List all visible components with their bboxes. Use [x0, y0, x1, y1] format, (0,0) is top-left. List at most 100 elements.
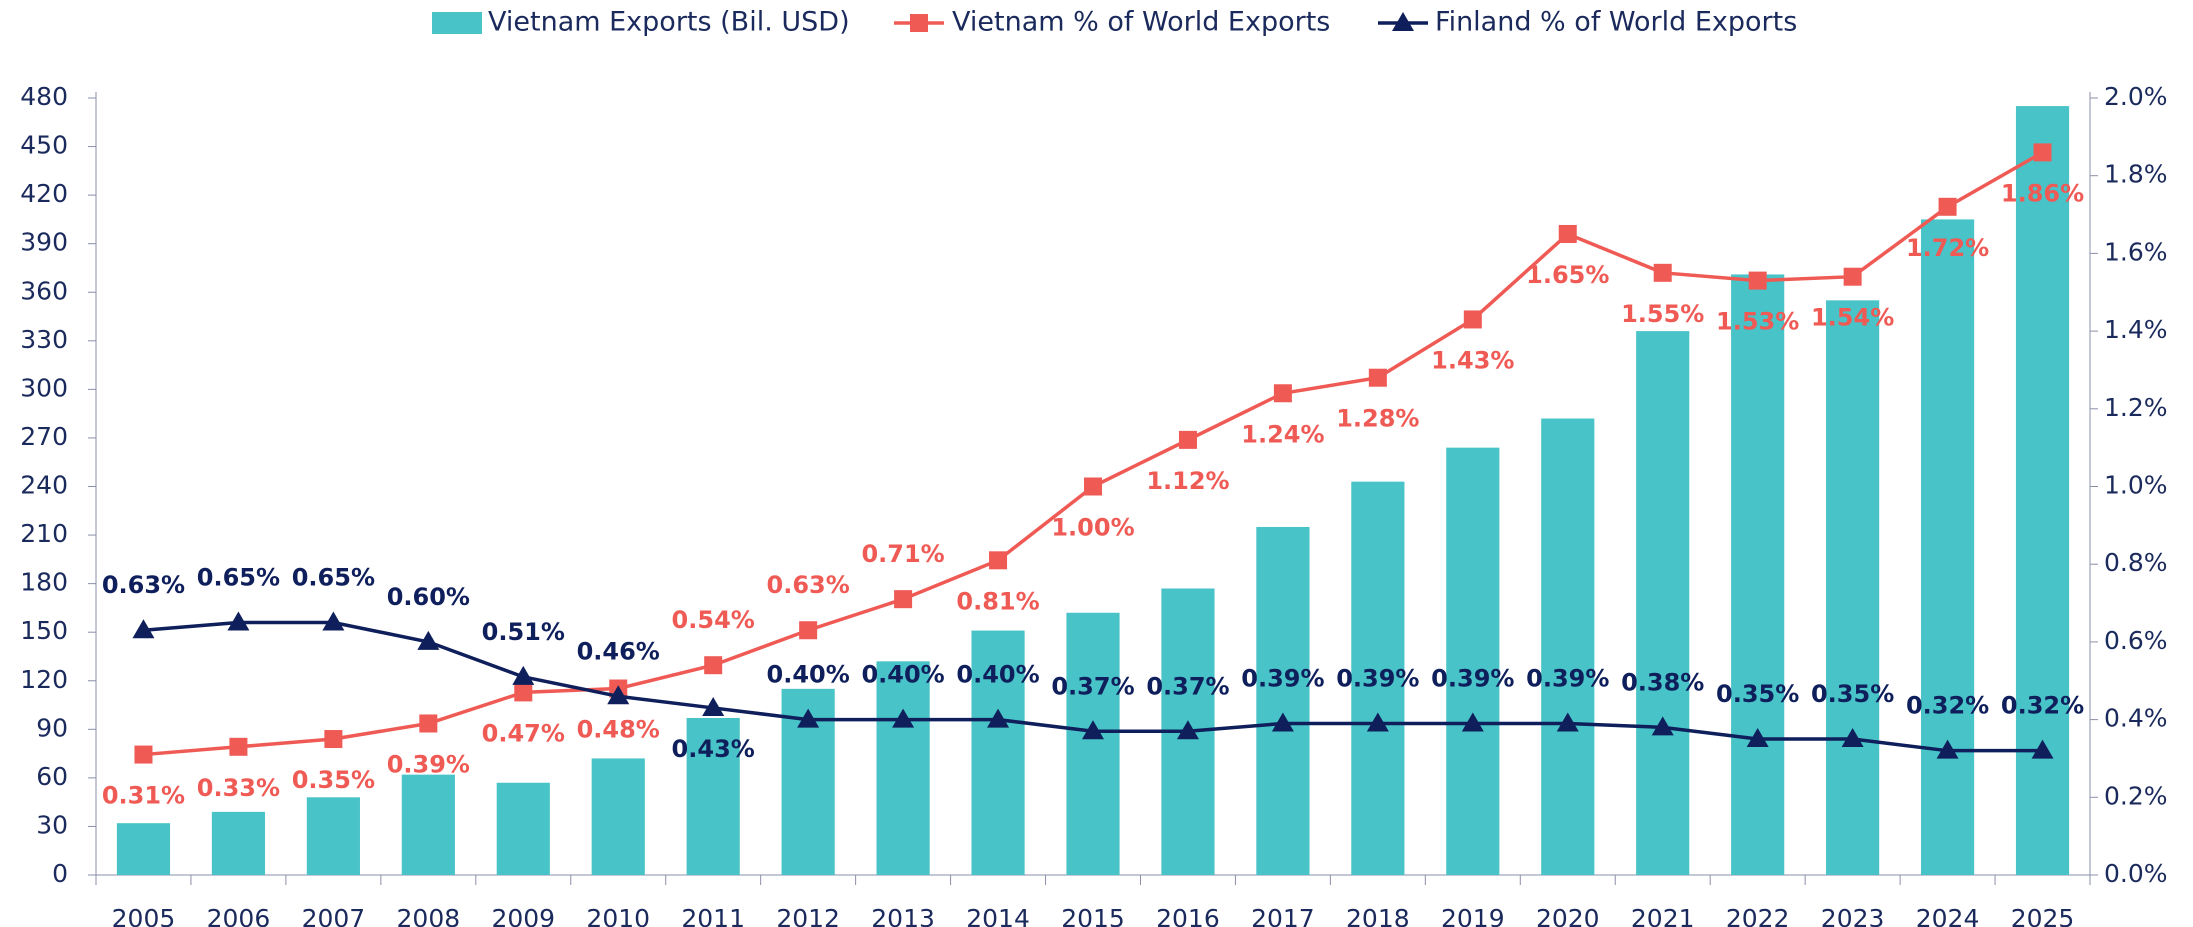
marker	[1176, 720, 1199, 740]
legend-label: Vietnam Exports (Bil. USD)	[488, 7, 850, 38]
y-tick-label: 120	[20, 665, 68, 694]
data-label: 0.32%	[1906, 692, 1989, 720]
marker	[1651, 716, 1674, 736]
x-tick-label: 2007	[302, 904, 366, 927]
data-label: 1.65%	[1526, 261, 1609, 289]
data-label: 0.63%	[767, 571, 850, 599]
bar	[1351, 481, 1405, 875]
data-label: 0.81%	[956, 587, 1039, 615]
marker	[132, 619, 155, 639]
data-label: 1.53%	[1716, 308, 1799, 336]
marker	[702, 696, 725, 716]
data-label: 0.65%	[197, 563, 280, 591]
x-tick-label: 2017	[1251, 904, 1315, 927]
x-tick-label: 2010	[586, 904, 650, 927]
marker	[1936, 739, 1959, 759]
marker	[987, 708, 1010, 728]
marker	[1558, 224, 1577, 243]
y-tick-label: 60	[36, 762, 68, 791]
data-label: 0.31%	[102, 782, 185, 810]
x-tick-label: 2012	[776, 904, 840, 927]
data-label: 0.54%	[672, 606, 755, 634]
legend-marker	[910, 14, 928, 32]
bar	[1920, 219, 1975, 875]
y2-tick-label: 1.2%	[2104, 393, 2168, 422]
marker	[514, 683, 533, 702]
y-tick-label: 90	[36, 713, 68, 742]
data-label: 1.00%	[1051, 514, 1134, 542]
data-label: 0.37%	[1051, 672, 1134, 700]
marker	[1461, 712, 1484, 732]
bar	[1826, 300, 1880, 875]
marker	[607, 685, 630, 705]
data-label: 0.38%	[1621, 668, 1704, 696]
bar	[2015, 106, 2070, 875]
y2-tick-label: 0.0%	[2104, 859, 2168, 888]
y-tick-label: 390	[20, 228, 68, 257]
data-label: 0.63%	[102, 571, 185, 599]
y-tick-label: 0	[52, 859, 68, 888]
y-tick-label: 150	[20, 616, 68, 645]
marker	[1556, 712, 1579, 732]
x-tick-label: 2024	[1916, 904, 1980, 927]
marker	[892, 708, 915, 728]
data-label: 0.35%	[1716, 680, 1799, 708]
data-label: 0.32%	[2001, 692, 2084, 720]
marker	[229, 737, 248, 756]
bar	[211, 811, 266, 875]
y-tick-label: 180	[20, 568, 68, 597]
x-tick-label: 2020	[1536, 904, 1600, 927]
marker	[1463, 310, 1482, 329]
data-label: 0.39%	[1526, 664, 1609, 692]
y2-tick-label: 0.8%	[2104, 548, 2168, 577]
x-tick-label: 2018	[1346, 904, 1410, 927]
data-label: 0.46%	[577, 637, 660, 665]
data-label: 0.48%	[577, 716, 660, 744]
y-tick-label: 450	[20, 131, 68, 160]
marker	[1271, 712, 1294, 732]
x-tick-label: 2008	[397, 904, 461, 927]
x-tick-label: 2025	[2011, 904, 2075, 927]
data-label: 0.37%	[1146, 672, 1229, 700]
legend-swatch	[432, 12, 482, 34]
x-tick-label: 2006	[207, 904, 271, 927]
data-label: 0.43%	[672, 735, 755, 763]
data-label: 1.72%	[1906, 234, 1989, 262]
x-tick-label: 2014	[966, 904, 1030, 927]
y-tick-label: 300	[20, 373, 68, 402]
y2-tick-label: 0.4%	[2104, 704, 2168, 733]
x-tick-label: 2022	[1726, 904, 1790, 927]
marker	[512, 665, 535, 685]
marker	[1841, 728, 1864, 748]
data-label: 0.39%	[1336, 664, 1419, 692]
bar	[1541, 418, 1595, 875]
data-label: 0.40%	[767, 661, 850, 689]
y-tick-label: 420	[20, 179, 68, 208]
y-tick-label: 480	[20, 82, 68, 111]
marker	[704, 656, 723, 675]
bar	[591, 758, 645, 875]
y-tick-label: 30	[36, 810, 68, 839]
y-tick-label: 210	[20, 519, 68, 548]
legend-label: Finland % of World Exports	[1435, 7, 1797, 38]
marker	[1084, 477, 1102, 496]
bar	[686, 717, 740, 875]
bar	[116, 823, 171, 875]
y2-tick-label: 0.2%	[2104, 781, 2168, 810]
bar	[1636, 331, 1690, 876]
data-label: 1.12%	[1146, 467, 1229, 495]
data-label: 0.33%	[197, 774, 280, 802]
data-label: 1.28%	[1336, 405, 1419, 433]
y2-tick-label: 1.8%	[2104, 160, 2168, 189]
bar	[1066, 612, 1120, 875]
data-label: 1.54%	[1811, 304, 1894, 332]
marker	[1178, 430, 1197, 449]
data-label: 1.55%	[1621, 300, 1704, 328]
data-label: 0.40%	[861, 661, 944, 689]
y2-tick-label: 0.6%	[2104, 626, 2168, 655]
y2-tick-label: 1.4%	[2104, 315, 2168, 344]
data-label: 0.39%	[1431, 664, 1514, 692]
data-label: 0.40%	[956, 661, 1039, 689]
x-tick-label: 2019	[1441, 904, 1505, 927]
marker	[1748, 271, 1767, 290]
